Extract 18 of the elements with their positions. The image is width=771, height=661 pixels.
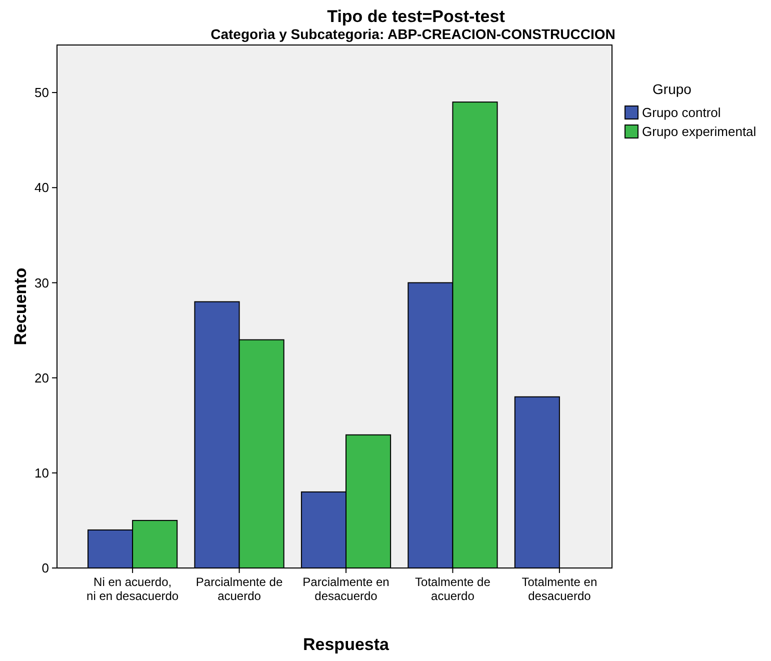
y-tick-label: 20 <box>34 370 49 386</box>
y-tick-label: 0 <box>42 560 49 576</box>
y-tick-label: 40 <box>34 180 49 196</box>
legend-label: Grupo control <box>642 105 721 120</box>
x-tick-label: Totalmente en desacuerdo <box>522 575 598 603</box>
y-tick-label: 30 <box>34 275 49 290</box>
y-tick-label: 50 <box>34 85 49 100</box>
chart-subtitle: Categorìa y Subcategoria: ABP-CREACION-CONSTRUCCION <box>210 26 616 42</box>
x-tick-label: Parcialmente en desacuerdo <box>302 575 390 603</box>
legend-title: Grupo <box>652 81 692 97</box>
y-tick-label: 10 <box>34 465 49 480</box>
x-tick-label: Ni en acuerdo, ni en desacuerdo <box>86 575 179 603</box>
x-tick-label: Parcialmente de acuerdo <box>196 575 283 603</box>
chart-title: Tipo de test=Post-test <box>327 7 506 26</box>
x-axis-title: Respuesta <box>303 635 390 654</box>
y-axis-title: Recuento <box>11 268 30 346</box>
legend-label: Grupo experimental <box>642 124 756 139</box>
x-tick-label: Totalmente de acuerdo <box>415 575 491 603</box>
